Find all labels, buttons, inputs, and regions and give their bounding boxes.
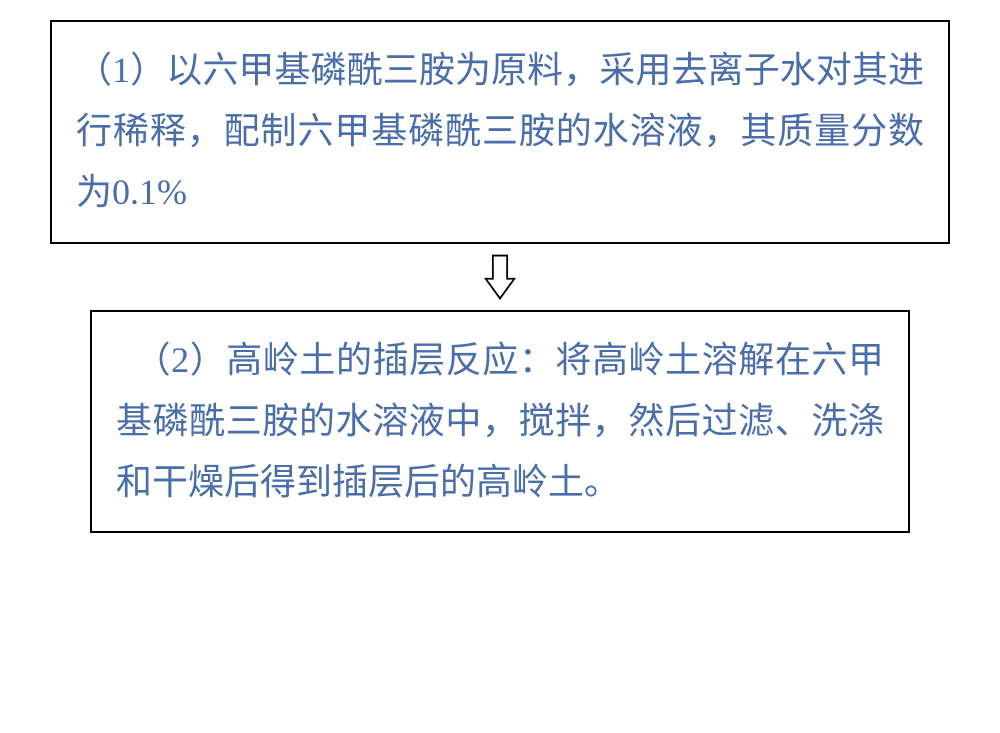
flow-arrow <box>480 252 520 302</box>
down-arrow-icon <box>480 252 520 302</box>
step-2-text: （2）高岭土的插层反应：将高岭土溶解在六甲基磷酰三胺的水溶液中，搅拌，然后过滤、… <box>116 340 884 502</box>
process-step-1: （1）以六甲基磷酰三胺为原料，采用去离子水对其进行稀释，配制六甲基磷酰三胺的水溶… <box>50 20 950 244</box>
step-1-text: （1）以六甲基磷酰三胺为原料，采用去离子水对其进行稀释，配制六甲基磷酰三胺的水溶… <box>76 50 924 212</box>
process-step-2: （2）高岭土的插层反应：将高岭土溶解在六甲基磷酰三胺的水溶液中，搅拌，然后过滤、… <box>90 310 910 534</box>
